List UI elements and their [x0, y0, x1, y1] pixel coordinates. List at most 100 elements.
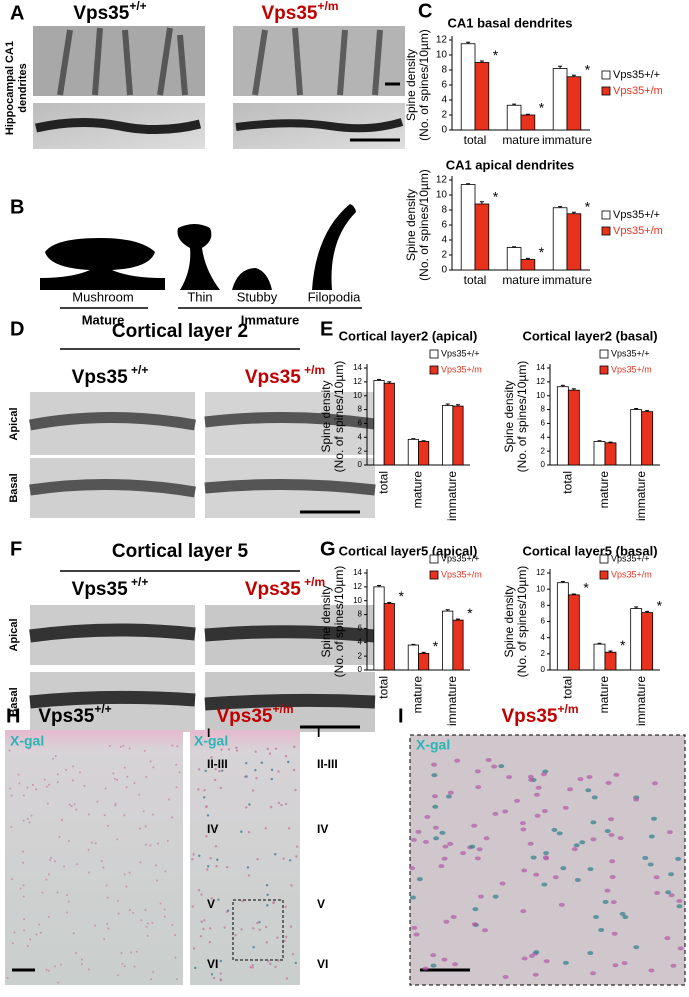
cell [49, 858, 52, 861]
row-label: Basal [8, 473, 20, 502]
cell [499, 881, 506, 886]
legend-label: Vps35+/+ [441, 348, 480, 358]
bar [630, 608, 643, 671]
cell [598, 928, 605, 933]
cell [192, 853, 195, 856]
cell [22, 895, 25, 898]
cell [409, 895, 416, 900]
cell [245, 806, 248, 809]
y-tick-label: 0 [358, 460, 363, 469]
cell [290, 884, 293, 887]
cell [206, 814, 210, 817]
legend-swatch [601, 70, 611, 80]
cell [491, 764, 498, 769]
cell [199, 934, 203, 938]
cell [202, 796, 206, 799]
cell [108, 744, 111, 747]
y-axis-label: (No. of spines/10µm) [332, 361, 346, 473]
y-tick-label: 12 [536, 568, 545, 577]
cell [125, 885, 128, 888]
cell [666, 830, 673, 835]
panel-letter: I [398, 705, 404, 727]
cell [587, 867, 594, 872]
cell [633, 797, 640, 802]
cell [277, 770, 280, 773]
cell [164, 870, 167, 873]
cell [543, 856, 550, 861]
cell [532, 972, 539, 977]
bar [407, 438, 419, 466]
x-tick-label: mature [597, 471, 611, 509]
side-label: Hippocampal CA1 [4, 41, 16, 135]
cell [71, 779, 74, 782]
cell [104, 787, 107, 790]
bar [373, 380, 385, 466]
y-axis-label: Spine density [502, 585, 516, 657]
cell [45, 785, 48, 788]
y-tick-label: 14 [353, 363, 362, 372]
bar [520, 259, 536, 271]
genotype-sup: +/m [301, 363, 325, 377]
chart-title: Cortical layer2 (basal) [522, 328, 657, 343]
cell [67, 900, 70, 903]
cell [519, 821, 526, 826]
bar [442, 405, 454, 466]
cell [541, 809, 548, 814]
cell [492, 894, 499, 899]
genotype-sup: +/+ [128, 363, 149, 377]
y-axis-label: Spine density [404, 49, 418, 121]
cell [422, 966, 429, 971]
cell [13, 931, 16, 934]
cell [155, 864, 158, 867]
y-tick-label: 6 [541, 617, 546, 626]
cell [609, 875, 616, 880]
cell [430, 953, 437, 958]
cell [590, 837, 597, 842]
cell [38, 923, 41, 926]
cell [251, 966, 254, 969]
cell [240, 830, 243, 833]
cell [608, 832, 615, 837]
cell [21, 850, 24, 853]
cell [285, 935, 288, 939]
x-tick-label: total [561, 471, 575, 494]
cell [143, 749, 146, 752]
y-tick-label: 12 [536, 377, 545, 386]
cell [452, 962, 459, 967]
cell [619, 911, 626, 916]
cell [441, 957, 448, 962]
cell [214, 767, 217, 771]
cell [8, 749, 11, 752]
cell [506, 775, 513, 780]
cell [47, 873, 50, 876]
cell [476, 847, 483, 852]
bar [566, 213, 582, 271]
genotype-sup: +/+ [129, 0, 146, 13]
y-tick-label: 12 [436, 175, 448, 186]
significance: * [620, 637, 626, 653]
cell [610, 900, 617, 905]
genotype-base: Vps35 [72, 367, 128, 388]
cell [176, 978, 179, 981]
cell [171, 923, 174, 926]
cell [213, 778, 217, 782]
y-tick-label: 0 [541, 665, 546, 674]
bar [452, 619, 464, 671]
bar [556, 386, 569, 466]
cell [152, 971, 155, 974]
cell [68, 840, 71, 843]
cell [171, 744, 174, 747]
cell [289, 925, 293, 928]
cell [167, 798, 170, 801]
cell [30, 814, 33, 817]
chart-title: Cortical layer2 (apical) [339, 328, 478, 343]
cell [120, 952, 123, 955]
cell [269, 805, 273, 809]
bar [520, 114, 536, 131]
group-label: Mature [82, 312, 125, 327]
cell [203, 919, 206, 922]
cell [27, 747, 30, 750]
cell [103, 814, 106, 817]
genotype-label: Vps35+/+ [73, 0, 146, 24]
cell [116, 838, 119, 841]
